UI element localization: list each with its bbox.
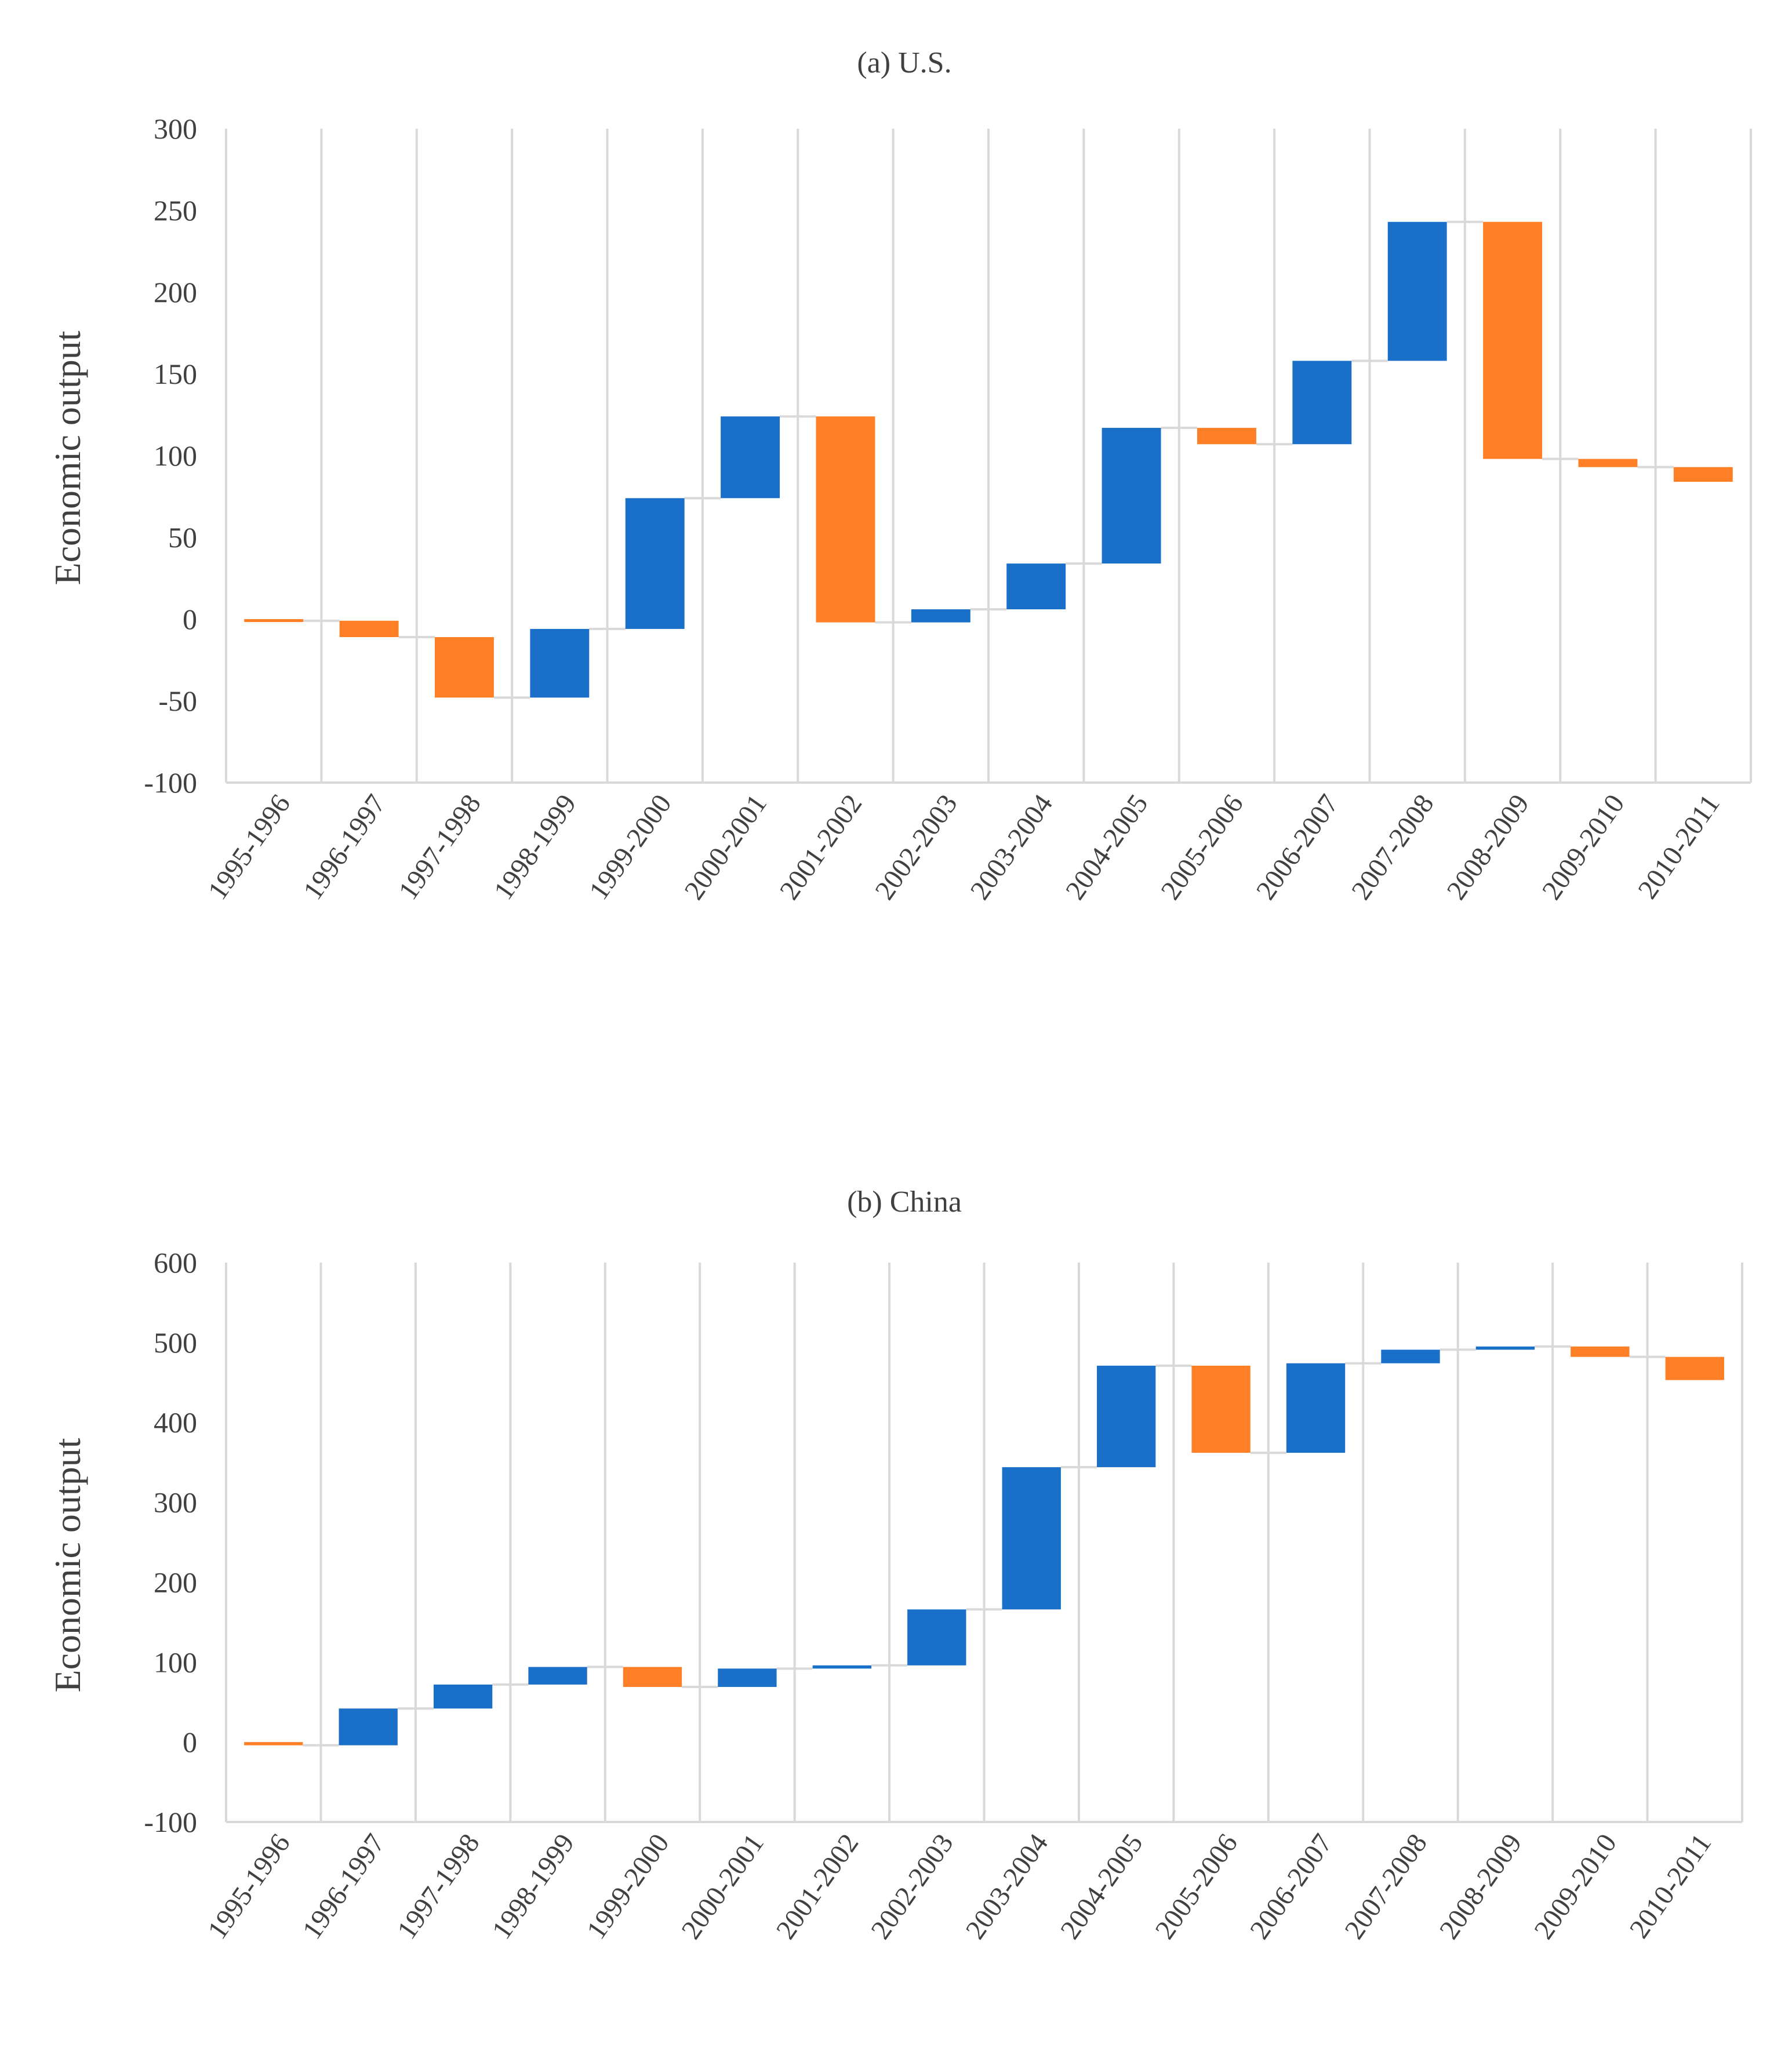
bar-2007-2008 — [1381, 1350, 1440, 1363]
connectors — [303, 220, 1674, 699]
bar-1997-1998 — [433, 1684, 493, 1709]
connectors — [303, 1345, 1666, 1747]
bar-2005-2006 — [1191, 1365, 1251, 1453]
grid — [225, 129, 1752, 784]
bar-2004-2005 — [1096, 1365, 1156, 1467]
bar-1996-1997 — [339, 620, 399, 638]
bar-1998-1999 — [528, 1667, 587, 1685]
y-axis-label: Economic output — [47, 330, 88, 585]
bar-2006-2007 — [1286, 1363, 1346, 1453]
bar-2008-2009 — [1475, 1346, 1535, 1350]
bar-2004-2005 — [1102, 428, 1161, 564]
bar-2000-2001 — [721, 416, 780, 499]
y-tick-label: 500 — [154, 1326, 197, 1359]
y-tick-label: 400 — [154, 1406, 197, 1439]
bar-2005-2006 — [1197, 428, 1256, 445]
y-tick-label: -100 — [144, 1806, 197, 1838]
y-tick-label: 300 — [154, 112, 197, 145]
bar-2000-2001 — [718, 1668, 777, 1688]
y-tick-label: -100 — [144, 766, 197, 799]
bar-1995-1996 — [244, 1742, 303, 1745]
grid — [225, 1263, 1743, 1823]
bar-2009-2010 — [1578, 459, 1638, 467]
y-tick-label: 250 — [154, 194, 197, 227]
bar-1999-2000 — [625, 498, 685, 629]
bar-2003-2004 — [1006, 563, 1066, 610]
y-tick-label: 300 — [154, 1486, 197, 1519]
bar-2003-2004 — [1002, 1467, 1061, 1610]
chart-title: (b) China — [847, 1185, 962, 1219]
bar-2001-2002 — [812, 1665, 872, 1669]
bars — [244, 1346, 1724, 1745]
bar-1999-2000 — [623, 1667, 682, 1688]
y-tick-label: 600 — [154, 1246, 197, 1279]
y-ticks: 600 500 400 300 200 100 0 -100 — [144, 1246, 197, 1838]
y-tick-label: 100 — [154, 1646, 197, 1678]
bar-2008-2009 — [1483, 221, 1543, 459]
y-tick-label: 200 — [154, 276, 197, 308]
bar-2009-2010 — [1571, 1346, 1630, 1357]
bar-1995-1996 — [244, 619, 304, 622]
bar-2010-2011 — [1665, 1357, 1724, 1380]
y-tick-label: 200 — [154, 1566, 197, 1598]
bar-1997-1998 — [434, 637, 494, 698]
y-tick-label: 150 — [154, 358, 197, 390]
y-tick-label: 100 — [154, 439, 197, 472]
bar-2010-2011 — [1673, 467, 1733, 482]
chart-title: (a) U.S. — [857, 46, 951, 79]
bar-1998-1999 — [530, 628, 590, 698]
y-ticks: 300 250 200 150 100 50 0 -50 -100 — [144, 112, 197, 799]
bar-2002-2003 — [907, 1609, 966, 1665]
y-tick-label: 0 — [183, 1726, 197, 1758]
bar-2002-2003 — [911, 609, 970, 623]
bars — [244, 221, 1733, 698]
y-tick-label: 0 — [183, 603, 197, 635]
bar-1996-1997 — [339, 1708, 398, 1745]
y-axis-label: Economic output — [47, 1438, 88, 1692]
bar-2006-2007 — [1292, 361, 1352, 445]
bar-2007-2008 — [1387, 221, 1447, 361]
bar-2001-2002 — [816, 416, 875, 623]
y-tick-label: 50 — [168, 521, 197, 554]
y-tick-label: -50 — [158, 685, 197, 717]
